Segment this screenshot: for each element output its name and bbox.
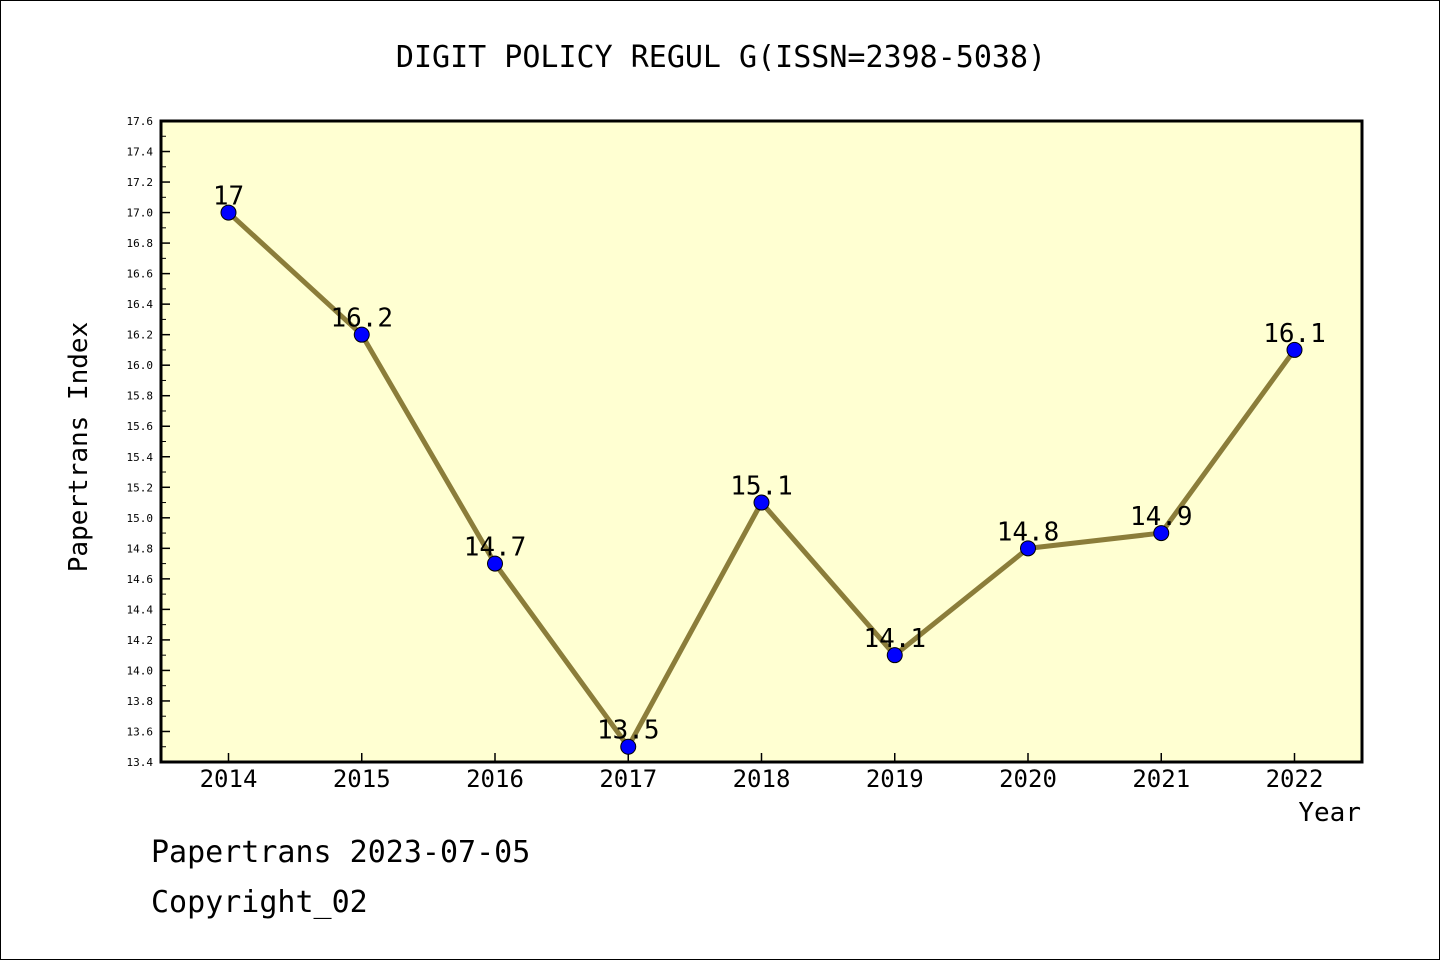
y-tick-label: 15.8 <box>127 390 154 403</box>
y-tick-label: 13.6 <box>127 725 154 738</box>
x-axis: 2014 2015 2016 2017 2018 2019 2020 2021 2022 <box>200 753 1324 793</box>
y-axis-label: Papertrans Index <box>64 322 94 572</box>
y-axis: 13.4 13.6 13.8 14.0 14.2 14.4 14.6 14.8 15.0 15.2… <box>127 115 170 769</box>
series-markers <box>220 204 1303 755</box>
chart-title: DIGIT POLICY REGUL G(ISSN=2398-5038) <box>396 40 1046 75</box>
data-point-label: 14.1 <box>863 624 926 654</box>
y-tick-label: 15.6 <box>127 420 154 433</box>
data-point-label: 13.5 <box>597 716 660 746</box>
y-tick-label: 13.8 <box>127 695 154 708</box>
x-tick-label: 2015 <box>333 765 391 793</box>
data-point-marker <box>1020 540 1036 557</box>
x-tick-label: 2018 <box>733 765 791 793</box>
y-tick-label: 16.8 <box>127 237 154 250</box>
data-point-label: 17 <box>213 182 244 212</box>
data-point-label: 14.8 <box>997 517 1060 547</box>
footer-date-text: Papertrans 2023-07-05 <box>151 835 531 870</box>
x-tick-label: 2022 <box>1266 765 1324 793</box>
x-axis-label: Year <box>1298 798 1361 828</box>
data-point-label: 14.9 <box>1130 502 1193 532</box>
y-tick-label: 14.0 <box>127 664 154 677</box>
data-point-label: 14.7 <box>464 533 527 563</box>
x-tick-label: 2019 <box>866 765 924 793</box>
y-tick-label: 16.2 <box>127 329 154 342</box>
y-tick-label: 17.2 <box>127 176 154 189</box>
y-tick-label: 17.6 <box>127 115 154 128</box>
data-point-marker <box>620 738 637 755</box>
y-tick-label: 14.8 <box>127 542 154 555</box>
data-point-marker <box>353 326 370 343</box>
data-labels: 17 16.2 14.7 13.5 15.1 14.1 14.8 14.9 16.1 <box>213 182 1326 746</box>
data-point-marker <box>886 647 903 664</box>
y-tick-label: 17.4 <box>127 146 154 159</box>
x-tick-label: 2021 <box>1132 765 1190 793</box>
y-tick-label: 17.0 <box>127 207 154 220</box>
plot-area <box>159 119 1364 764</box>
footer-copyright-text: Copyright_02 <box>151 885 368 920</box>
y-tick-label: 14.6 <box>127 573 154 586</box>
data-point-label: 16.2 <box>330 304 393 334</box>
y-tick-label: 13.4 <box>127 756 154 769</box>
data-point-marker <box>220 204 237 221</box>
y-tick-label: 16.6 <box>127 268 154 281</box>
data-point-marker <box>753 494 770 511</box>
y-tick-label: 14.2 <box>127 634 154 647</box>
y-tick-label: 16.4 <box>127 298 154 311</box>
x-tick-label: 2014 <box>200 765 258 793</box>
y-tick-label: 15.4 <box>127 451 154 464</box>
x-tick-label: 2017 <box>599 765 657 793</box>
y-tick-label: 15.2 <box>127 481 154 494</box>
y-tick-label: 15.0 <box>127 512 154 525</box>
data-point-label: 16.1 <box>1263 319 1326 349</box>
data-point-marker <box>1286 341 1303 358</box>
x-tick-label: 2016 <box>466 765 524 793</box>
y-tick-label: 16.0 <box>127 359 154 372</box>
data-point-marker <box>1153 525 1170 542</box>
data-point-label: 15.1 <box>730 472 793 502</box>
y-tick-label: 14.4 <box>127 603 154 616</box>
x-tick-label: 2020 <box>999 765 1057 793</box>
data-point-marker <box>487 555 503 572</box>
